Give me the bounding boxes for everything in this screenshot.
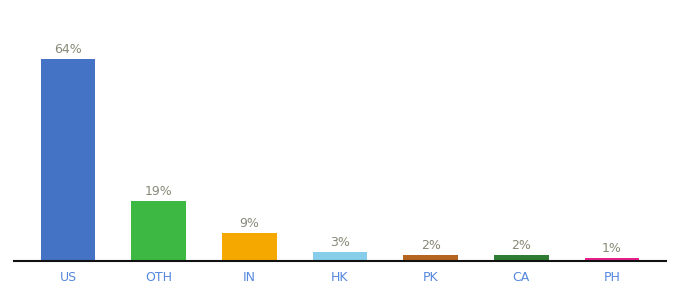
Bar: [494, 255, 549, 261]
Text: 3%: 3%: [330, 236, 350, 249]
Bar: [585, 258, 639, 261]
Text: 9%: 9%: [239, 217, 259, 230]
Bar: [41, 59, 95, 261]
Text: 1%: 1%: [602, 242, 622, 255]
Text: 64%: 64%: [54, 43, 82, 56]
Bar: [222, 232, 277, 261]
Bar: [403, 255, 458, 261]
Bar: [313, 251, 367, 261]
Text: 2%: 2%: [511, 239, 531, 252]
Text: 2%: 2%: [421, 239, 441, 252]
Bar: [131, 201, 186, 261]
Text: 19%: 19%: [145, 185, 173, 198]
